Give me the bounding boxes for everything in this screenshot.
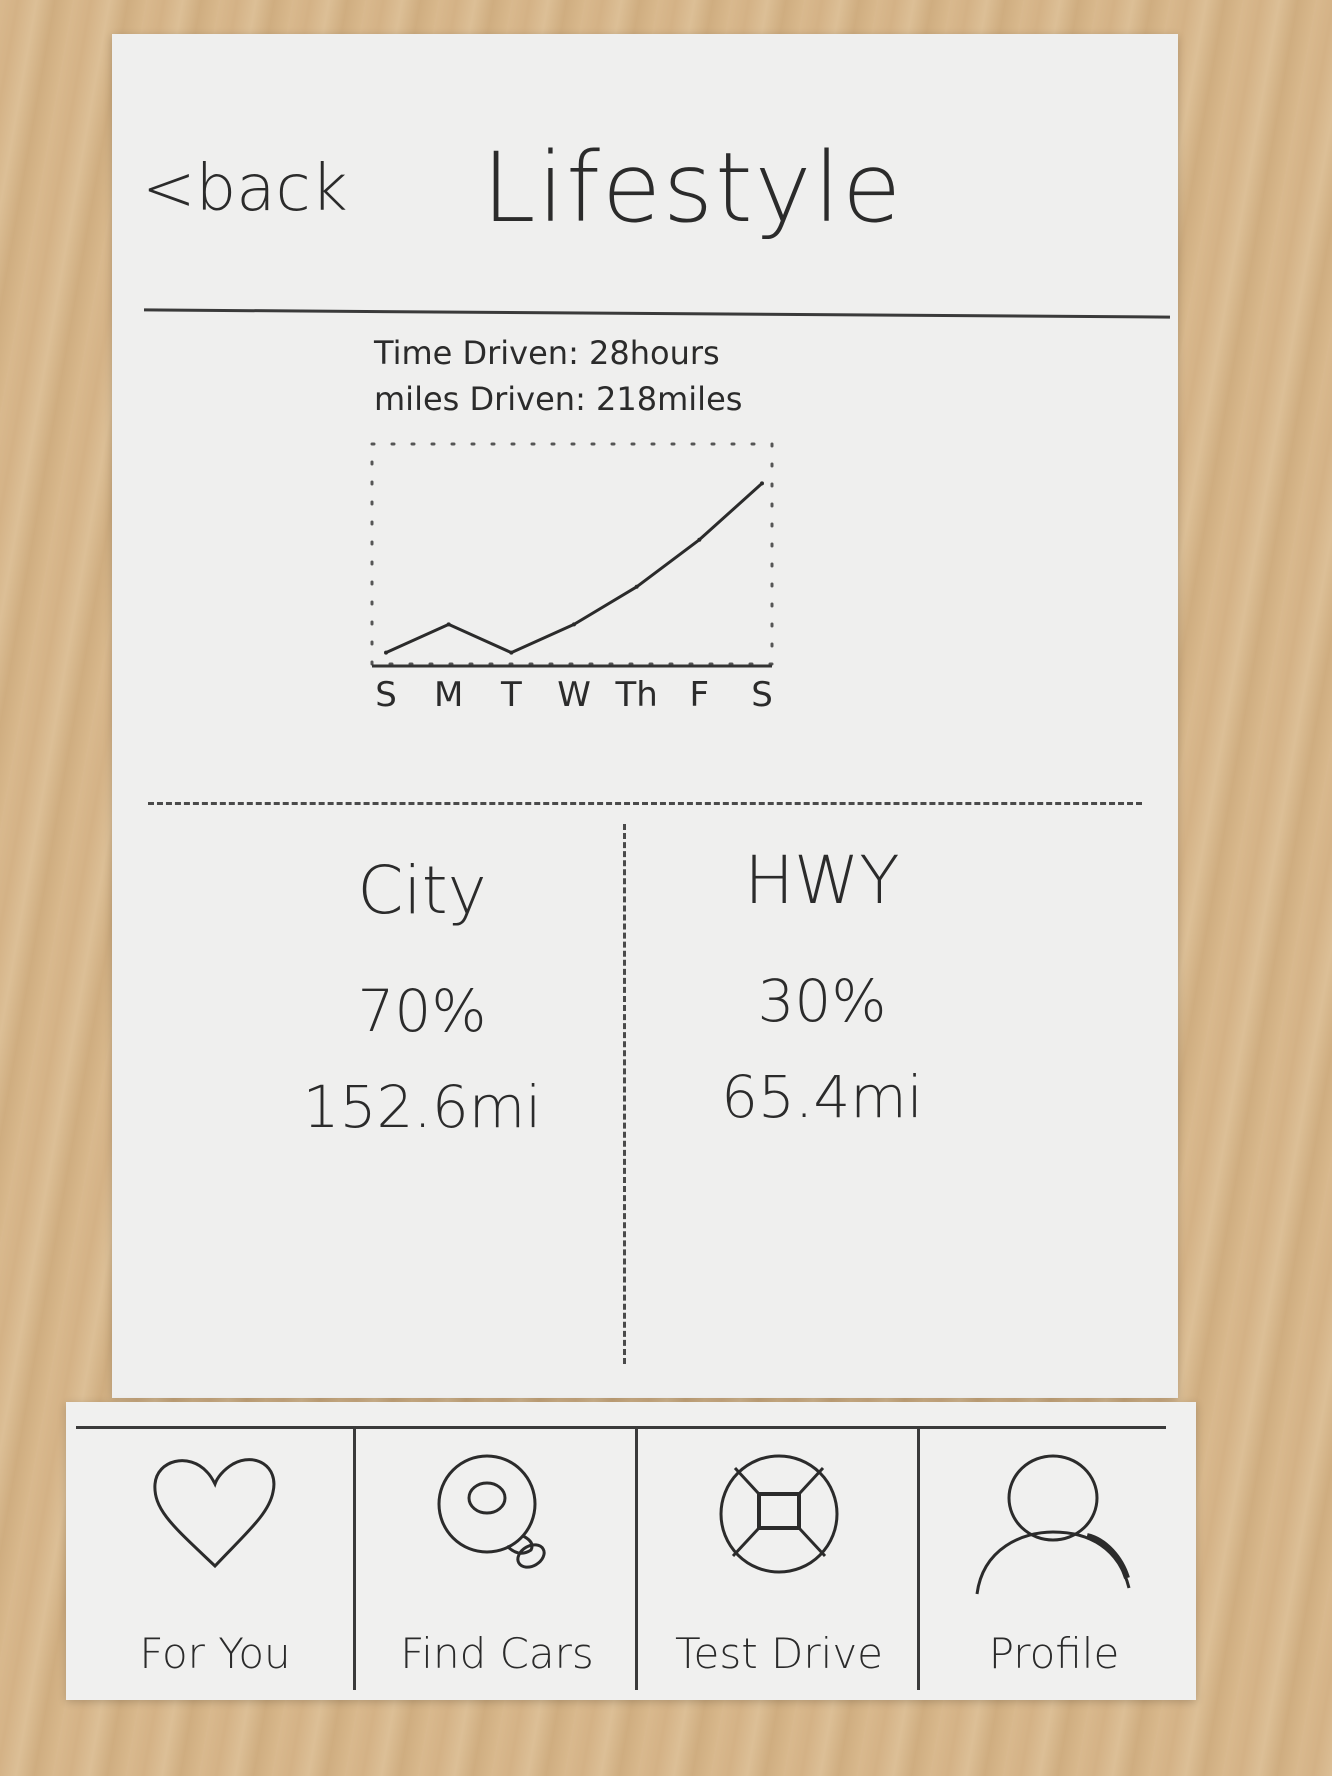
tab-test-drive[interactable]: Test Drive [638,1426,920,1690]
section-divider [148,802,1142,805]
tab-label: Profile [988,1629,1120,1678]
bottom-tab-bar: For You Find Cars Test Drive Profile [66,1402,1196,1700]
tab-divider [635,1426,638,1690]
data-point [634,584,639,589]
chart-frame [370,442,774,666]
data-point [384,650,388,655]
tab-label: For You [139,1629,291,1678]
heart-icon [153,1458,276,1569]
city-label: City [357,852,487,929]
city-percent: 70% [357,977,487,1045]
tab-label: Test Drive [674,1629,884,1678]
city-column: City 70% 152.6mi [262,852,582,1141]
steering-wheel-icon [719,1454,839,1574]
data-point [760,481,764,486]
back-button[interactable]: <back [142,152,348,226]
hwy-label: HWY [744,842,900,919]
tab-bar-top-line [76,1426,1166,1429]
data-point [509,650,514,655]
user-icon [975,1454,1131,1595]
city-miles: 152.6mi [302,1073,542,1141]
x-tick-label: T [500,675,522,715]
header-divider [144,308,1170,319]
tab-divider [917,1426,920,1690]
time-driven-text: Time Driven: 28hours [374,334,720,372]
data-point [697,537,702,542]
miles-driven-text: miles Driven: 218miles [374,380,743,418]
x-tick-label: F [690,675,710,715]
x-tick-label: S [751,675,773,715]
x-tick-label: S [375,675,397,715]
data-point [572,622,576,627]
data-point [446,622,451,627]
screen: <back Lifestyle Time Driven: 28hours mil… [112,34,1178,1398]
tab-for-you[interactable]: For You [74,1426,356,1690]
x-tick-label: W [557,675,591,715]
hwy-miles: 65.4mi [721,1063,923,1131]
hwy-percent: 30% [757,967,887,1035]
tab-label: Find Cars [400,1629,594,1678]
hwy-column: HWY 30% 65.4mi [662,842,982,1131]
search-icon [437,1454,546,1569]
x-tick-label: M [434,675,463,715]
tab-find-cars[interactable]: Find Cars [356,1426,638,1690]
column-divider [623,824,626,1364]
weekly-driving-chart: S M T W Th F S [370,442,774,715]
tab-divider [353,1426,356,1690]
series-line [385,482,764,655]
x-tick-label: Th [615,675,658,715]
page-title: Lifestyle [482,132,904,244]
tab-profile[interactable]: Profile [920,1426,1188,1690]
